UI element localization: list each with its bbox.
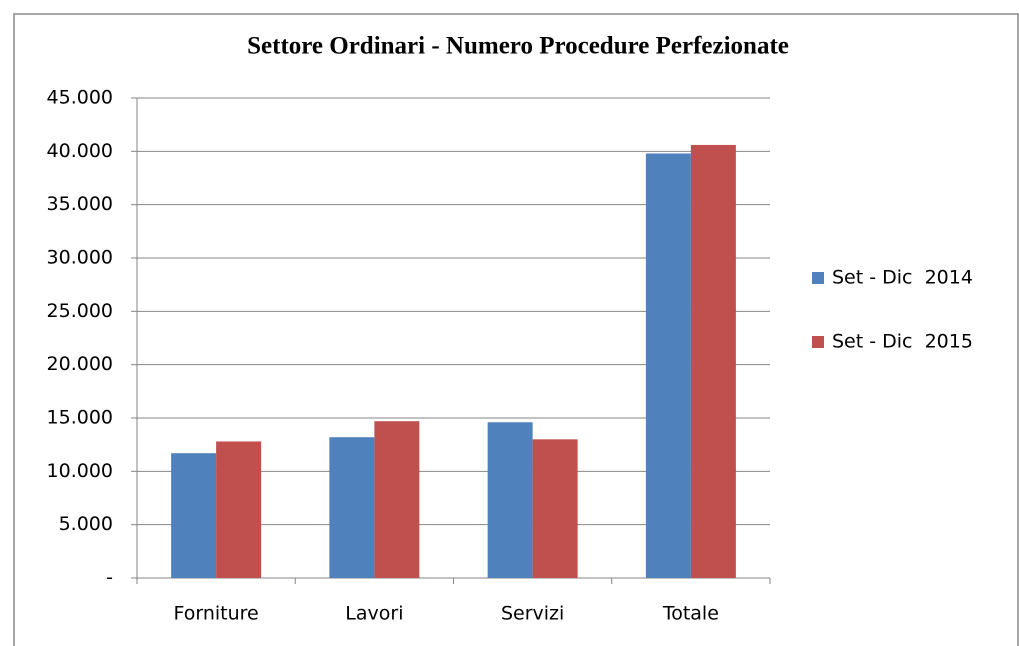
x-tick-label: Forniture (174, 603, 259, 625)
bar (374, 421, 420, 578)
bar (532, 439, 578, 578)
y-tick-label: 45.000 (47, 87, 113, 109)
bar (645, 153, 691, 578)
legend-swatch (812, 272, 824, 284)
bar (171, 453, 217, 578)
y-tick-label: 15.000 (47, 407, 113, 429)
bar (487, 422, 533, 578)
legend-label: Set - Dic 2014 (832, 267, 973, 289)
y-tick-label: 5.000 (59, 513, 113, 535)
y-tick-label: 25.000 (47, 300, 113, 322)
y-tick-label: 40.000 (47, 140, 113, 162)
x-tick-label: Lavori (345, 603, 403, 625)
y-tick-label: 35.000 (47, 193, 113, 215)
x-tick-label: Totale (662, 603, 719, 625)
y-tick-label: - (106, 567, 113, 589)
bar (329, 437, 375, 578)
legend-label: Set - Dic 2015 (832, 331, 973, 353)
y-tick-label: 30.000 (47, 247, 113, 269)
y-tick-label: 10.000 (47, 460, 113, 482)
bar (216, 441, 262, 578)
legend-swatch (812, 336, 824, 348)
bar (690, 144, 736, 578)
chart-title: Settore Ordinari - Numero Procedure Perf… (247, 33, 789, 60)
y-tick-label: 20.000 (47, 353, 113, 375)
x-tick-label: Servizi (501, 603, 564, 625)
